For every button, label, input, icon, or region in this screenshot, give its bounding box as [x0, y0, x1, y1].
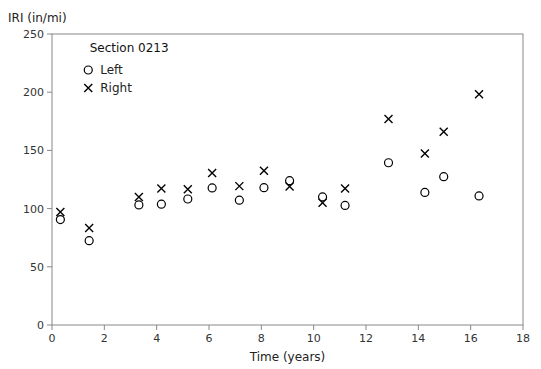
point	[56, 208, 64, 216]
point	[260, 184, 268, 192]
point	[85, 224, 93, 232]
series	[56, 159, 483, 245]
x-tick-label: 2	[101, 332, 108, 345]
point	[475, 192, 483, 200]
point	[157, 185, 165, 193]
point	[184, 195, 192, 203]
x-tick	[52, 325, 53, 330]
x-tick	[313, 325, 314, 330]
legend: Left Right	[84, 63, 132, 95]
x-tick-label: 12	[359, 332, 373, 345]
legend-label: Left	[100, 63, 123, 77]
x-tick-label: 14	[411, 332, 425, 345]
x-axis-label: Time (years)	[249, 350, 326, 364]
plot-area	[56, 90, 483, 244]
point	[235, 196, 243, 204]
y-tick-label: 250	[23, 28, 44, 41]
point	[184, 185, 192, 193]
point	[208, 169, 216, 177]
point	[385, 115, 393, 123]
x-tick	[366, 325, 367, 330]
y-tick	[47, 266, 52, 267]
point	[260, 167, 268, 175]
x-tick	[470, 325, 471, 330]
y-tick	[47, 208, 52, 209]
x-tick	[523, 325, 524, 330]
series	[56, 90, 483, 232]
point	[208, 184, 216, 192]
y-tick	[47, 34, 52, 35]
y-tick	[47, 92, 52, 93]
point	[319, 199, 327, 207]
x-tick-label: 8	[258, 332, 265, 345]
point	[440, 173, 448, 181]
x-tick-label: 4	[153, 332, 160, 345]
point	[421, 188, 429, 196]
y-tick-label: 0	[37, 319, 44, 332]
point	[341, 201, 349, 209]
plot-frame	[52, 34, 523, 325]
point	[85, 237, 93, 245]
x-tick-label: 10	[307, 332, 321, 345]
y-tick-label: 150	[23, 144, 44, 157]
title: Section 0213	[90, 41, 169, 55]
point	[341, 184, 349, 192]
x-tick-label: 6	[206, 332, 213, 345]
point	[235, 182, 243, 190]
point	[475, 90, 483, 98]
point	[135, 201, 143, 209]
x-tick	[104, 325, 105, 330]
point	[135, 193, 143, 201]
y-tick-label: 50	[30, 261, 44, 274]
legend-marker	[84, 66, 92, 74]
x-tick-label: 0	[49, 332, 56, 345]
chart: 0 2 4 6 8 10 12 14 16 18 0 50 100 150 200 250 Time (year…	[0, 0, 541, 369]
x-tick	[156, 325, 157, 330]
x-tick-label: 16	[464, 332, 478, 345]
point	[157, 200, 165, 208]
x-tick	[209, 325, 210, 330]
y-tick-label: 100	[23, 203, 44, 216]
point	[385, 159, 393, 167]
legend-label: Right	[100, 81, 132, 95]
legend-marker	[84, 84, 92, 92]
y-tick	[47, 150, 52, 151]
y-tick-label: 200	[23, 86, 44, 99]
point	[421, 150, 429, 158]
x-tick	[261, 325, 262, 330]
x-tick-label: 18	[516, 332, 530, 345]
point	[286, 182, 294, 190]
y-tick	[47, 325, 52, 326]
y-axis-label: IRI (in/mi)	[8, 11, 67, 25]
x-tick	[418, 325, 419, 330]
point	[56, 216, 64, 224]
point	[440, 128, 448, 136]
